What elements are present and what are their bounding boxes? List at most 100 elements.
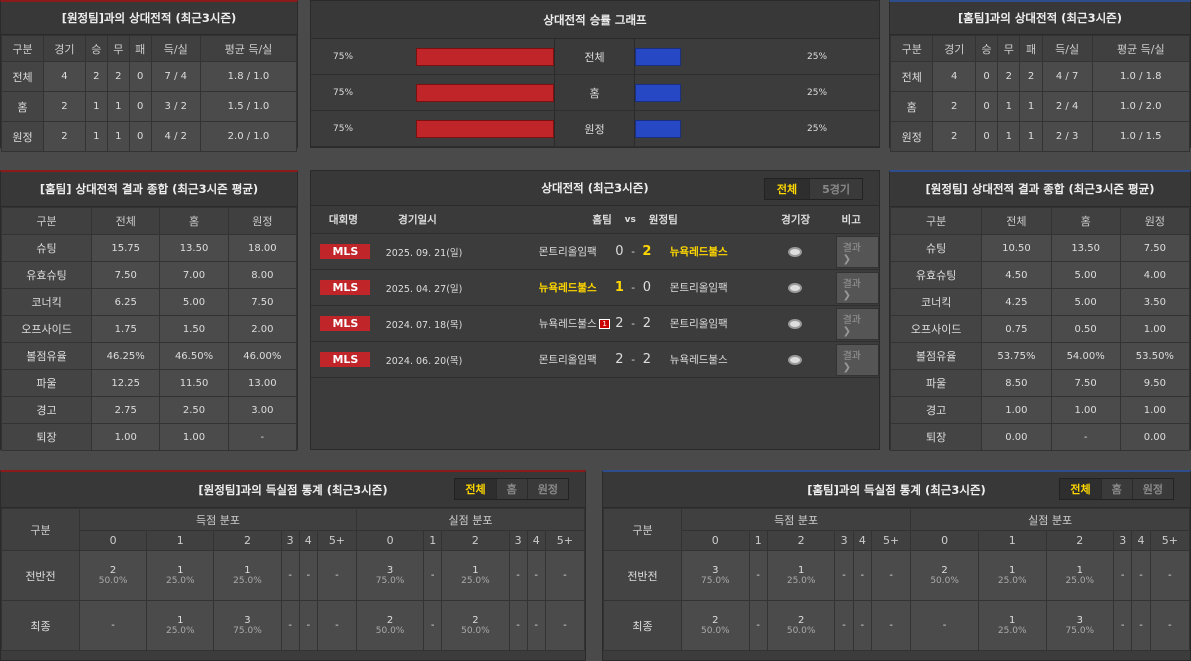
stadium-icon[interactable] — [787, 282, 802, 293]
distribution-cell: - — [423, 550, 443, 601]
distribution-cell: - — [508, 600, 528, 651]
bucket-header: 4 — [298, 530, 318, 551]
column-header: 경기 — [42, 35, 86, 62]
cell-value: 1 — [1019, 91, 1043, 122]
league-badge[interactable]: MLS — [320, 280, 371, 295]
percent: 25.0% — [997, 626, 1027, 636]
col-home: 홈팀 — [592, 214, 612, 226]
count: - — [335, 570, 339, 581]
cell-value: 46.00% — [227, 342, 298, 370]
matches-header: 대회명 경기일시 홈팀 vs 원정팀 경기장 비고 — [311, 206, 879, 234]
distribution-cell: - — [526, 600, 546, 651]
match-row[interactable]: MLS 2025. 09. 21(일) 몬트리올임팩 0-2 뉴욕레드불스 결과 ❯ — [311, 234, 880, 270]
percent: 25.0% — [461, 576, 490, 586]
bucket-header: 5+ — [1149, 530, 1191, 551]
percent: 75.0% — [1065, 626, 1095, 636]
distribution-cell: 1 25.0% — [977, 550, 1047, 601]
distribution-cell: - — [280, 600, 300, 651]
tab-all[interactable]: 전체 — [764, 179, 810, 199]
distribution-cell: - — [1113, 550, 1133, 601]
stadium-icon[interactable] — [787, 246, 802, 257]
league-badge[interactable]: MLS — [320, 316, 371, 331]
count: - — [306, 570, 311, 581]
distribution-cell: - — [748, 550, 768, 601]
cell-value: 53.50% — [1119, 342, 1191, 370]
distribution-cell: - — [852, 600, 872, 651]
cell-value: 0.75 — [981, 315, 1052, 343]
bucket-header: 0 — [681, 530, 750, 551]
col-league: 대회명 — [328, 214, 358, 226]
row-label: 볼점유율 — [889, 342, 983, 370]
tab-home[interactable]: 홈 — [495, 479, 527, 499]
column-header: 구분 — [889, 35, 934, 62]
distribution-cell: - — [1149, 600, 1191, 651]
result-button[interactable]: 결과 ❯ — [835, 235, 880, 268]
away-team[interactable]: 뉴욕레드불스 — [669, 246, 728, 258]
home-team[interactable]: 뉴욕레드불스 — [538, 318, 597, 330]
distribution-cell: 2 50.0% — [681, 600, 750, 651]
league-cell: MLS — [311, 280, 380, 295]
league-badge[interactable]: MLS — [320, 244, 371, 259]
table-row: 슈팅 15.75 13.50 18.00 — [0, 234, 298, 262]
cell-value: 2.50 — [159, 396, 229, 424]
away-team[interactable]: 몬트리올임팩 — [669, 282, 728, 294]
row-label: 코너킥 — [0, 288, 93, 316]
count: 1 — [1076, 565, 1083, 576]
cell-value: 1 — [106, 121, 130, 152]
bucket-header: 0 — [355, 530, 425, 551]
percent: 50.0% — [461, 626, 490, 636]
tab-home[interactable]: 홈 — [1100, 479, 1132, 499]
distribution-cell: 1 25.0% — [1045, 550, 1115, 601]
away-team[interactable]: 몬트리올임팩 — [669, 318, 728, 330]
league-badge[interactable]: MLS — [320, 352, 371, 367]
cell-value: 1 — [997, 121, 1021, 152]
home-team[interactable]: 뉴욕레드불스 — [538, 282, 597, 294]
away-goals-table: 구분 득점 분포 실점 분포 0 1 2 3 4 5+ 0 1 2 3 4 5+ 전반전 2 50.0% 1 25.0… — [1, 508, 586, 651]
count: - — [1120, 620, 1125, 631]
match-row[interactable]: MLS 2024. 07. 18(목) 뉴욕레드불스 1 2-2 몬트리올임팩 결과 ❯ — [311, 306, 880, 342]
distribution-cell: - — [852, 550, 872, 601]
tab-all[interactable]: 전체 — [1060, 479, 1101, 499]
column-header: 구분 — [1, 508, 80, 551]
count: 3 — [386, 565, 394, 576]
bucket-header: 2 — [766, 530, 836, 551]
tab-last-5[interactable]: 5경기 — [809, 179, 862, 199]
away-h2h-panel: [원정팀]과의 상대전적 (최근3시즌) 구분 경기 승 무 패 득/실 평균 득/실 전체 4… — [0, 0, 298, 152]
match-date: 2025. 09. 21(일) — [385, 247, 463, 259]
bucket-header: 5+ — [544, 530, 586, 551]
column-header: 구분 — [603, 508, 682, 551]
cell-value: 0 — [974, 61, 999, 92]
count: 1 — [472, 565, 479, 576]
result-button[interactable]: 결과 ❯ — [835, 271, 880, 304]
stadium-icon[interactable] — [787, 318, 802, 329]
result-button[interactable]: 결과 ❯ — [835, 307, 880, 340]
right-bar — [635, 119, 681, 138]
result-button[interactable]: 결과 ❯ — [835, 343, 880, 376]
home-goals-panel: [홈팀]과의 득실점 통계 (최근3시즌) 전체 홈 원정 구분 득점 분포 실점 분포… — [602, 470, 1191, 661]
cell-value: 1 — [106, 91, 130, 122]
tab-away[interactable]: 원정 — [526, 479, 568, 499]
right-bar-cell — [635, 39, 795, 74]
count: - — [516, 620, 520, 631]
count: 1 — [244, 565, 251, 576]
match-row[interactable]: MLS 2024. 06. 20(목) 몬트리올임팩 2-2 뉴욕레드불스 결과 ❯ — [311, 342, 880, 378]
cell-value: 1.0 / 1.8 — [1091, 61, 1191, 92]
stadium-icon[interactable] — [787, 354, 802, 365]
count: - — [516, 570, 520, 581]
cell-value: 2 / 4 — [1041, 91, 1093, 122]
match-row[interactable]: MLS 2025. 04. 27(일) 뉴욕레드불스 1-0 몬트리올임팩 결과 ❯ — [311, 270, 880, 306]
distribution-cell: - — [508, 550, 528, 601]
tab-all[interactable]: 전체 — [455, 479, 496, 499]
cell-value: 2.00 — [227, 315, 298, 343]
column-header: 평균 득/실 — [199, 35, 298, 62]
matches-panel: 상대전적 (최근3시즌) 전체 5경기 대회명 경기일시 홈팀 vs 원정팀 경… — [310, 170, 880, 450]
distribution-cell: 3 75.0% — [1045, 600, 1115, 651]
home-team[interactable]: 몬트리올임팩 — [538, 246, 597, 258]
home-team[interactable]: 몬트리올임팩 — [538, 354, 597, 366]
distribution-cell: - — [280, 550, 300, 601]
tab-away[interactable]: 원정 — [1131, 479, 1173, 499]
row-label: 전반전 — [603, 550, 682, 601]
match-date: 2024. 07. 18(목) — [385, 319, 463, 331]
panel-title: [홈팀] 상대전적 결과 종합 (최근3시즌 평균) — [1, 172, 297, 207]
away-team[interactable]: 뉴욕레드불스 — [669, 354, 728, 366]
